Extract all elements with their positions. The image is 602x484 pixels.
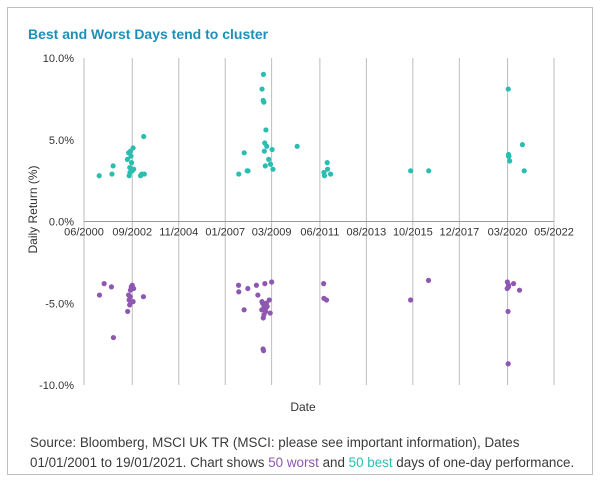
worst-day-point: [127, 302, 133, 308]
worst-day-point: [108, 284, 115, 290]
y-tick-label: 5.0%: [49, 135, 74, 147]
worst-day-point: [264, 303, 270, 310]
chart-title: Best and Worst Days tend to cluster: [28, 26, 269, 42]
best-day-point: [324, 160, 330, 166]
x-tick-label: 03/2009: [252, 227, 292, 239]
worst-day-point: [505, 308, 511, 315]
worst-day-point: [323, 297, 330, 303]
best-day-point: [128, 160, 135, 166]
x-tick-label: 08/2013: [347, 227, 387, 239]
best-day-point: [261, 99, 267, 105]
y-tick-label: 10.0%: [43, 53, 74, 65]
worst-day-point: [255, 292, 261, 298]
y-tick-label: -5.0%: [45, 298, 74, 310]
worst-day-point: [510, 281, 517, 287]
x-tick-label: 12/2017: [439, 227, 479, 239]
worst-day-point: [241, 307, 247, 313]
best-day-point: [521, 168, 527, 174]
best-day-point: [263, 127, 269, 133]
worst-day-point: [245, 285, 251, 292]
worst-day-point: [425, 277, 432, 283]
best-day-point: [241, 150, 247, 156]
worst-day-point: [140, 294, 147, 300]
worst-day-point: [408, 297, 414, 303]
x-tick-label: 06/2000: [64, 227, 104, 239]
best-day-point: [262, 163, 268, 169]
best-day-point: [266, 156, 272, 162]
best-day-point: [236, 171, 242, 177]
worst-day-point: [266, 297, 272, 303]
x-tick-label: 03/2020: [488, 227, 528, 239]
best-day-point: [327, 171, 334, 177]
best-day-point: [128, 153, 134, 159]
best-day-point: [408, 168, 414, 174]
best-day-point: [141, 133, 147, 140]
best-day-point: [96, 173, 102, 179]
best-day-point: [294, 143, 300, 149]
x-tick-label: 05/2022: [534, 227, 574, 239]
best-day-point: [261, 148, 267, 154]
source-line-2-middle: and: [318, 455, 349, 470]
scatter-chart: 06/2000 09/2002 11/2004 01/2007 03/2009 06/20…: [26, 53, 574, 414]
x-tick-label: 11/2004: [159, 227, 198, 239]
worst-day-point: [96, 292, 103, 298]
best-day-point: [505, 151, 512, 158]
worst-day-point: [504, 285, 510, 292]
worst-day-point: [269, 279, 275, 285]
best-day-point: [245, 168, 251, 174]
best-day-point: [264, 143, 270, 149]
worst-day-point: [127, 294, 133, 300]
worst-highlight: 50 worst: [268, 455, 319, 470]
best-day-point: [505, 86, 511, 92]
best-day-point: [109, 171, 115, 177]
x-tick-label: 10/2015: [393, 227, 433, 239]
best-highlight: 50 best: [348, 455, 393, 470]
best-day-point: [110, 163, 116, 169]
worst-day-point: [110, 334, 117, 341]
best-day-point: [269, 146, 275, 153]
best-day-point: [259, 86, 265, 92]
x-tick-label: 09/2002: [112, 227, 152, 239]
best-day-point: [131, 166, 137, 172]
worst-day-point: [101, 281, 107, 287]
best-day-point: [426, 168, 432, 174]
source-line-2-suffix: days of one-day performance.: [392, 455, 575, 470]
best-day-point: [519, 142, 526, 148]
best-day-point: [321, 173, 328, 179]
best-day-point: [141, 171, 147, 177]
y-tick-label: -10.0%: [39, 380, 74, 392]
worst-day-point: [516, 287, 523, 293]
worst-day-point: [259, 299, 265, 305]
best-day-point: [270, 166, 276, 172]
y-tick-label: 0.0%: [49, 217, 74, 229]
best-day-point: [507, 158, 513, 164]
best-day-point: [267, 161, 274, 167]
source-line-1: Source: Bloomberg, MSCI UK TR (MSCI: ple…: [30, 435, 520, 450]
worst-day-point: [130, 299, 136, 305]
best-day-point: [324, 166, 331, 172]
x-axis-title: Date: [290, 400, 316, 414]
worst-day-point: [260, 348, 267, 354]
y-axis-title: Daily Return (%): [26, 165, 40, 253]
chart-card: Best and Worst Days tend to cluster 06/2…: [7, 7, 593, 475]
source-note: Source: Bloomberg, MSCI UK TR (MSCI: ple…: [30, 433, 590, 473]
worst-day-point: [505, 361, 511, 367]
source-line-2-prefix: 01/01/2001 to 19/01/2021. Chart shows: [30, 455, 269, 470]
worst-day-point: [262, 281, 268, 287]
worst-day-point: [321, 281, 327, 287]
x-tick-label: 01/2007: [205, 227, 245, 239]
worst-day-point: [253, 282, 260, 288]
worst-day-point: [236, 289, 242, 295]
worst-day-point: [267, 310, 273, 316]
worst-day-point: [131, 285, 137, 292]
best-day-point: [124, 156, 130, 162]
best-day-point: [260, 71, 267, 77]
best-day-point: [130, 145, 136, 151]
worst-day-point: [125, 308, 131, 315]
worst-day-point: [235, 282, 242, 288]
x-tick-label: 06/2011: [300, 227, 339, 239]
